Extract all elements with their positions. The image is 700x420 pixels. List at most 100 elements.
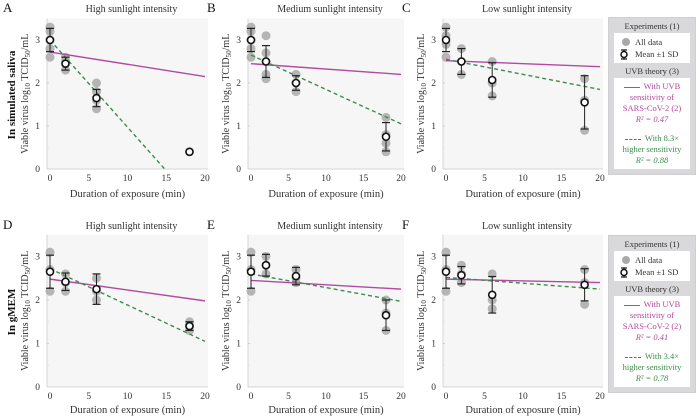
y-tick-label: 3 — [35, 36, 40, 46]
y-axis-label: Viable virus log10 TCID50/mL — [20, 251, 32, 371]
mean-marker — [261, 260, 271, 270]
y-tick-label: 3 — [431, 253, 436, 263]
y-tick-label: 2 — [236, 79, 241, 89]
y-tick-label: 2 — [35, 296, 40, 306]
uvb-theory-line — [49, 51, 206, 78]
mean-marker — [580, 280, 589, 290]
legend-uvb-text: With UVB — [643, 299, 681, 309]
x-tick-label: 0 — [444, 392, 449, 402]
x-tick-label: 10 — [123, 392, 133, 402]
legend-hs-entry: With 8.3× — [618, 133, 686, 144]
mean-marker — [441, 267, 451, 277]
data-point — [61, 286, 70, 296]
mean-marker — [61, 277, 70, 287]
data-point — [441, 22, 451, 32]
y-tick-label: 1 — [236, 122, 241, 132]
legend-hs-text: higher sensitivity — [622, 362, 682, 372]
x-tick-label: 15 — [557, 174, 567, 184]
mean-marker — [45, 267, 55, 277]
legend-theory-box: With UVB sensitivity of SARS-CoV-2 (2) R… — [614, 296, 690, 387]
y-tick-label: 0 — [431, 383, 436, 393]
x-tick-label: 10 — [518, 392, 528, 402]
high-sensitivity-line — [445, 58, 601, 91]
mean-marker — [580, 98, 589, 107]
uvb-theory-line — [445, 278, 601, 284]
mean-errorbar-icon — [620, 48, 628, 60]
panel-E: E Medium sunlight intensity 0 5 10 15 20 0 1 2 3 Du… — [207, 217, 406, 416]
x-tick-label: 15 — [359, 392, 369, 402]
mean-marker — [291, 271, 301, 281]
mean-marker — [487, 75, 497, 85]
data-point-icon — [622, 38, 630, 46]
legend-experiments-box: All data Mean ±1 SD — [614, 251, 690, 281]
data-point — [45, 247, 55, 257]
y-axis-label: Viable virus log10 TCID50/mL — [416, 34, 428, 154]
legend-experiments-title: Experiments (1) — [624, 239, 680, 249]
plot-background — [443, 234, 603, 387]
legend-uvb-text: sensitivity of — [629, 310, 675, 320]
x-tick-label: 5 — [286, 392, 291, 402]
panel-letter: F — [402, 217, 409, 232]
data-point — [246, 52, 256, 62]
legend-hs-r2: R² = 0.88 — [635, 155, 669, 165]
panel-C: C Low sunlight intensity 0 5 10 15 20 0 1 2 3 Durat… — [402, 0, 605, 200]
legend-mean: Mean ±1 SD — [618, 48, 686, 60]
legend-uvb-text: SARS-CoV-2 (2) — [622, 321, 682, 331]
data-point — [381, 147, 391, 157]
x-tick-label: 0 — [48, 174, 53, 184]
high-sensitivity-line — [250, 273, 402, 302]
y-tick-label: 1 — [35, 340, 40, 350]
x-axis-label: Duration of exposure (min) — [268, 189, 384, 200]
mean-marker — [92, 284, 101, 294]
uvb-theory-line — [250, 279, 402, 290]
legend-mean: Mean ±1 SD — [618, 266, 686, 278]
mean-marker — [381, 132, 391, 142]
x-tick-label: 20 — [200, 392, 210, 402]
y-tick-label: 1 — [35, 122, 40, 132]
legend-all-data: All data — [618, 254, 686, 266]
legend-hs-entry: With 3.4× — [618, 351, 686, 362]
x-tick-label: 5 — [286, 174, 291, 184]
x-axis-label: Duration of exposure (min) — [268, 405, 384, 416]
legend-all-data: All data — [618, 36, 686, 48]
data-point — [441, 247, 451, 257]
data-point — [261, 74, 271, 84]
x-axis-label: Duration of exposure (min) — [70, 189, 186, 200]
legend-all-data-label: All data — [635, 255, 663, 265]
high-sensitivity-line — [49, 268, 206, 342]
y-tick-label: 2 — [35, 79, 40, 89]
panel-letter: E — [207, 217, 215, 232]
legend-theory-title: UVB theory (3) — [625, 66, 679, 76]
y-tick-label: 2 — [236, 296, 241, 306]
data-point — [487, 57, 497, 66]
panel-letter: B — [207, 0, 216, 15]
x-tick-label: 15 — [557, 392, 567, 402]
x-tick-label: 20 — [595, 392, 605, 402]
x-tick-label: 15 — [359, 174, 369, 184]
x-tick-label: 5 — [482, 392, 487, 402]
legend-uvb-r2: R² = 0.47 — [635, 114, 669, 124]
x-tick-label: 5 — [482, 174, 487, 184]
uvb-theory-line — [445, 59, 601, 68]
x-tick-label: 0 — [249, 392, 254, 402]
panel-A: A High sunlight intensity 0 5 10 15 20 0 1 2 3 Dura… — [3, 0, 210, 200]
mean-marker — [487, 290, 497, 300]
mean-marker — [185, 321, 194, 331]
legend-uvb-r2: R² = 0.41 — [635, 332, 669, 342]
x-tick-label: 15 — [162, 392, 172, 402]
panel-title: High sunlight intensity — [86, 4, 178, 15]
x-tick-label: 20 — [200, 174, 210, 184]
panel-B: B Medium sunlight intensity 0 5 10 15 20 0 1 2 3 Du… — [207, 0, 406, 200]
x-tick-label: 10 — [518, 174, 528, 184]
mean-marker — [92, 93, 101, 103]
legend-hs-text: With 3.4× — [644, 351, 680, 361]
mean-marker — [457, 270, 466, 280]
plot-background — [443, 18, 603, 169]
uvb-theory-line — [49, 278, 206, 302]
data-point — [92, 78, 101, 88]
y-tick-label: 2 — [431, 296, 436, 306]
mean-marker — [246, 267, 256, 277]
plot-background — [248, 234, 404, 387]
x-tick-label: 20 — [396, 174, 406, 184]
y-tick-label: 3 — [35, 253, 40, 263]
